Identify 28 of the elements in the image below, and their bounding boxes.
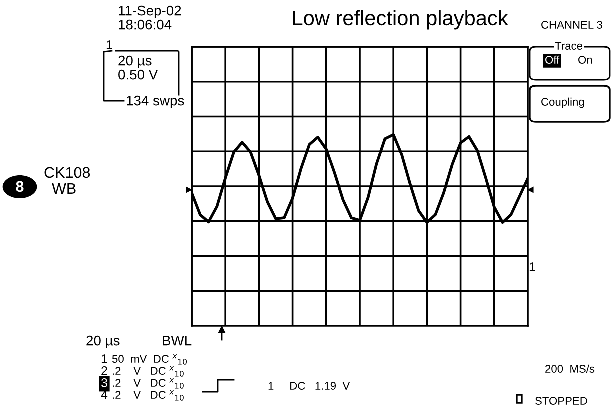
text: 1 DC 1.19 V — [268, 382, 350, 390]
text: 134 swps — [127, 96, 184, 108]
chart-title: Low reflection playback — [293, 10, 508, 30]
text: CK108 — [44, 167, 90, 178]
text: 2 — [102, 366, 108, 376]
text: CHANNEL 3 — [542, 21, 602, 29]
text: 20 µs — [118, 56, 152, 68]
text: .2 V DC $^{x}$$_{10}$ — [113, 390, 184, 401]
text: Coupling — [542, 98, 584, 108]
text: 3 — [101, 378, 108, 388]
text: .2 V DC $^{x}$$_{10}$ — [113, 378, 184, 389]
text: STOPPED — [536, 397, 588, 405]
text: 8 — [16, 181, 24, 192]
text: 1 — [106, 40, 112, 50]
text: 0.50 V — [118, 70, 158, 80]
text: Trace — [555, 42, 582, 50]
text: Off — [546, 56, 560, 64]
text: 200 MS/s — [546, 364, 595, 373]
text: On — [578, 56, 592, 64]
text: 1 — [102, 354, 108, 364]
text: 20 µs — [86, 336, 120, 348]
text: BWL — [163, 336, 192, 346]
text: 50 mV DC $^{x}$$_{10}$ — [112, 354, 188, 365]
text: 18:06:04 — [119, 20, 172, 30]
text: .2 V DC $^{x}$$_{10}$ — [113, 366, 184, 377]
text: 11-Sep-02 — [119, 6, 182, 18]
text: WB — [52, 183, 76, 194]
text: 1 — [530, 262, 536, 272]
